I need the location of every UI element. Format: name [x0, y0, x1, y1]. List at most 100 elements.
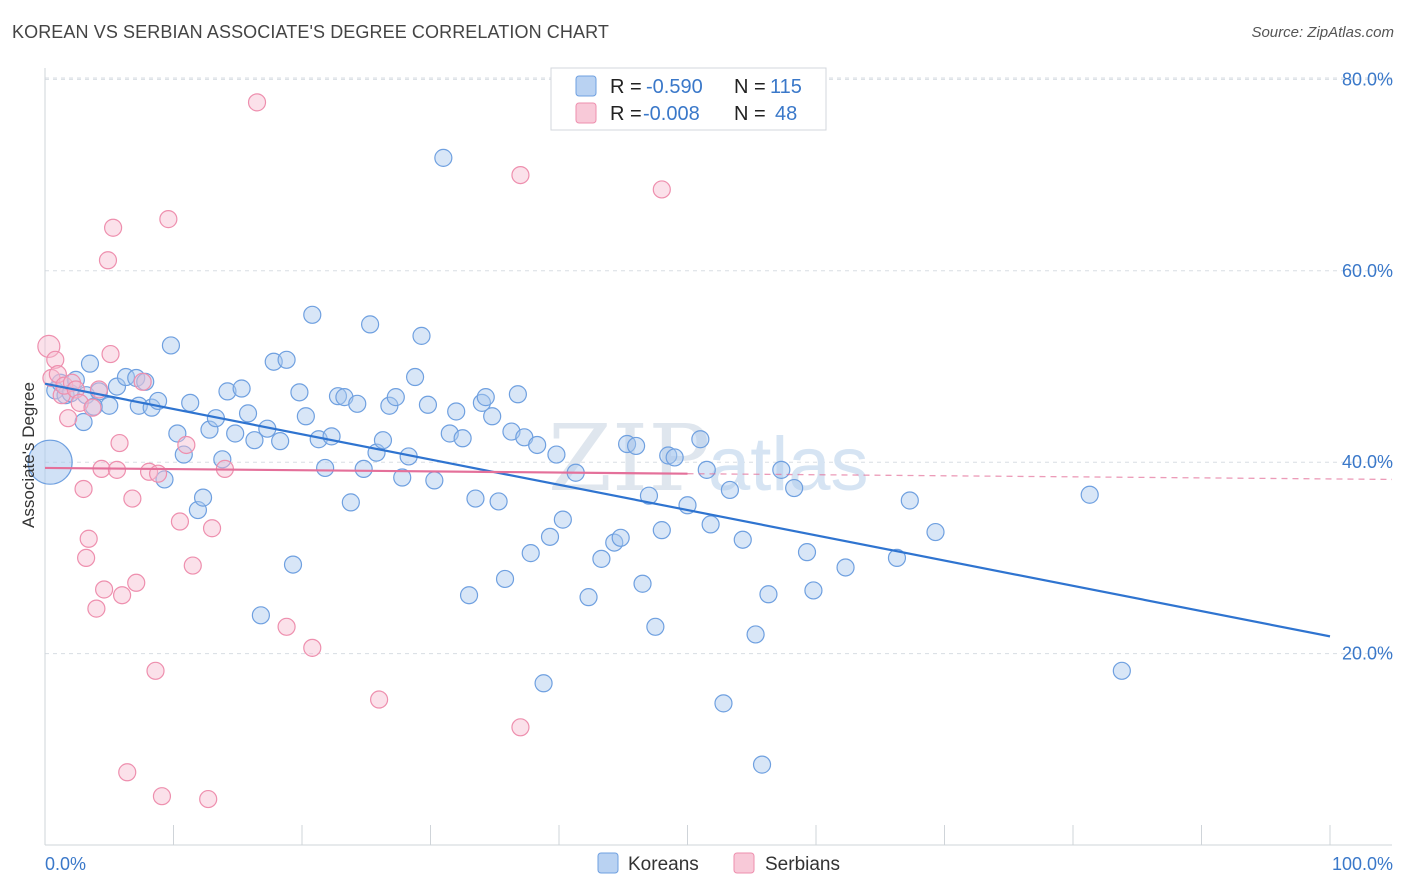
x-tick-label-1: 100.0% [1332, 854, 1393, 874]
serbian-point [59, 409, 78, 428]
serbian-point [101, 344, 120, 364]
korean-point [746, 625, 765, 644]
korean-point [283, 555, 303, 574]
serbian-point [127, 573, 146, 592]
korean-point [521, 544, 540, 563]
serbian-point [303, 638, 322, 657]
serbian-point [146, 661, 165, 680]
korean-point [733, 530, 752, 549]
x-tick-label-0: 0.0% [45, 854, 86, 874]
legend-n-value-serbians: 48 [775, 103, 797, 125]
serbian-point [159, 210, 178, 229]
y-tick-label-1: 40.0% [1342, 452, 1393, 472]
serbian-point [87, 599, 106, 618]
korean-point [226, 424, 245, 443]
korean-point [232, 379, 251, 398]
y-tick-label-3: 80.0% [1342, 69, 1393, 89]
korean-point [181, 393, 200, 412]
series-serbians [37, 93, 671, 809]
serbian-point [511, 718, 530, 737]
korean-point [425, 471, 444, 490]
korean-point [665, 448, 684, 467]
korean-point [238, 404, 258, 423]
korean-point [495, 569, 515, 589]
korean-point [393, 468, 412, 487]
korean-point [453, 429, 472, 448]
serbian-point [118, 763, 137, 782]
korean-trend-line [44, 382, 1331, 638]
serbian-point [370, 690, 389, 709]
bottom-legend-koreans: Koreans [628, 854, 699, 875]
legend-swatch-koreans [575, 75, 597, 97]
serbian-trend-line [44, 466, 688, 475]
korean-point [887, 548, 907, 568]
serbian-trend-extension [687, 473, 1393, 481]
serbian-point [110, 433, 129, 453]
korean-point [553, 510, 572, 529]
serbian-point [177, 435, 196, 455]
serbian-point [46, 350, 65, 369]
korean-point [200, 420, 219, 439]
bottom-legend-swatch-serbians [733, 852, 755, 874]
serbian-point [83, 398, 102, 417]
korean-point [804, 581, 823, 600]
korean-point [611, 528, 630, 547]
korean-point [271, 432, 290, 451]
serbian-point [133, 372, 152, 391]
serbian-point [48, 365, 67, 384]
korean-point [626, 436, 646, 456]
korean-point [386, 388, 405, 407]
korean-point [579, 588, 598, 607]
serbian-point [123, 489, 142, 508]
korean-point [251, 606, 270, 625]
serbian-point [139, 462, 159, 481]
serbian-point [511, 166, 530, 185]
trend-lines [44, 382, 1393, 638]
korean-point [691, 430, 710, 449]
korean-point [303, 305, 322, 324]
korean-point [447, 402, 466, 421]
watermark: ZIP atlas [548, 405, 869, 512]
legend-r-label-serbians: R = [610, 103, 642, 125]
serbian-point [652, 180, 671, 199]
y-tick-label-0: 20.0% [1342, 644, 1393, 664]
series-legend: Koreans Serbians [597, 852, 840, 875]
serbian-point [104, 218, 123, 237]
y-axis-label: Associate's Degree [19, 382, 38, 528]
korean-point [74, 412, 93, 432]
korean-point [772, 460, 791, 479]
serbian-point [148, 464, 168, 483]
korean-point [701, 515, 720, 534]
korean-point [797, 543, 817, 562]
legend-frame [550, 67, 827, 131]
korean-point [752, 755, 772, 774]
serbian-point [170, 512, 190, 531]
chart-title: KOREAN VS SERBIAN ASSOCIATE'S DEGREE COR… [12, 22, 609, 42]
korean-point [27, 439, 73, 485]
serbian-point [112, 586, 132, 605]
korean-point [489, 492, 508, 511]
korean-point [245, 431, 264, 450]
y-tick-labels: 20.0% 40.0% 60.0% 80.0% [1342, 69, 1393, 663]
serbian-point [247, 93, 267, 112]
korean-point [508, 385, 527, 404]
korean-point [483, 407, 502, 426]
x-tick-labels: 0.0% 100.0% [45, 854, 1393, 874]
bottom-legend-swatch-koreans [597, 852, 619, 874]
korean-point [100, 396, 119, 415]
legend-r-value-koreans: -0.590 [646, 76, 703, 98]
korean-point [836, 558, 855, 577]
korean-point [926, 522, 945, 542]
korean-point [316, 458, 335, 478]
korean-point [412, 326, 431, 345]
korean-point [646, 617, 665, 636]
korean-point [714, 694, 733, 713]
korean-point [592, 549, 611, 568]
serbian-point [199, 789, 218, 809]
korean-point [633, 574, 652, 593]
serbian-point [152, 787, 172, 806]
legend-r-label-koreans: R = [610, 76, 642, 98]
y-tick-label-2: 60.0% [1342, 261, 1393, 281]
korean-point [80, 354, 100, 373]
